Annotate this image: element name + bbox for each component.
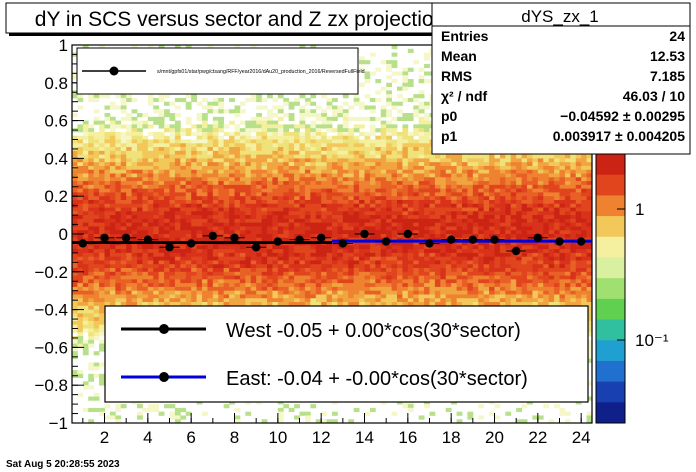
fit-legend: West -0.05 + 0.00*cos(30*sector) East: -…: [104, 305, 589, 403]
y-tick-label: 0.6: [44, 112, 68, 131]
west-legend-marker: [159, 324, 169, 334]
small-legend: s/mnt/gpfs01/star/pwg/ctsang/RFF/year201…: [76, 47, 365, 95]
colorbar-tick-label: 1: [635, 200, 644, 219]
x-tick-label: 14: [355, 428, 374, 447]
data-point: [555, 237, 564, 246]
x-tick-label: 16: [398, 428, 417, 447]
colorbar-tick-label: 10⁻¹: [635, 331, 669, 350]
y-tick-label: −0.8: [34, 376, 68, 395]
small-legend-label: s/mnt/gpfs01/star/pwg/ctsang/RFF/year201…: [157, 69, 365, 75]
title-box: dY in SCS versus sector and Z zx project…: [5, 2, 477, 36]
data-point: [381, 237, 391, 246]
data-point: [511, 246, 521, 256]
y-tick-label: −0.2: [34, 263, 68, 282]
stats-value: 12.53: [650, 48, 685, 64]
data-point: [360, 229, 369, 239]
data-point: [186, 239, 196, 248]
y-tick-label: 0.4: [44, 149, 68, 168]
stats-label: RMS: [441, 68, 472, 84]
data-point: [490, 235, 499, 244]
stats-value: −0.04592 ± 0.00295: [560, 108, 685, 124]
data-point: [295, 235, 304, 244]
data-point: [230, 233, 239, 242]
stats-label: p0: [441, 108, 458, 124]
data-point: [165, 243, 174, 252]
stats-value: 24: [669, 28, 685, 44]
data-point: [121, 233, 131, 242]
stats-label: χ² / ndf: [441, 88, 487, 104]
data-point: [143, 235, 153, 244]
stats-label: Mean: [441, 48, 477, 64]
x-tick-label: 10: [268, 428, 287, 447]
stats-box: dYS_zx_1 Entries 24 Mean 12.53 RMS 7.185 χ² / …: [431, 2, 691, 155]
data-point: [468, 235, 478, 244]
y-tick-label: 1: [59, 36, 68, 55]
data-point: [273, 237, 283, 246]
fit-lines: [72, 239, 592, 245]
y-tick-label: −1: [49, 414, 68, 433]
x-tick-label: 8: [230, 428, 239, 447]
data-point: [425, 239, 434, 248]
data-point: [576, 237, 586, 246]
x-tick-label: 18: [442, 428, 461, 447]
chart-title: dY in SCS versus sector and Z zx project…: [35, 8, 445, 31]
stats-value: 46.03 / 10: [623, 88, 685, 104]
west-fit-label: West -0.05 + 0.00*cos(30*sector): [226, 320, 521, 342]
east-fit-label: East: -0.04 + -0.00*cos(30*sector): [226, 368, 528, 390]
legend-marker: [109, 66, 119, 76]
data-points: [72, 229, 592, 256]
y-tick-label: 0: [59, 225, 68, 244]
x-tick-label: 24: [572, 428, 591, 447]
stats-value: 7.185: [650, 68, 685, 84]
x-tick-label: 4: [143, 428, 152, 447]
timestamp: Sat Aug 5 20:28:55 2023: [6, 459, 120, 470]
data-point: [446, 235, 456, 244]
data-point: [251, 243, 261, 252]
y-tick-label: −0.6: [34, 338, 68, 357]
stats-label: Entries: [441, 28, 489, 44]
data-point: [100, 233, 109, 242]
y-tick-label: 0.8: [44, 74, 68, 93]
y-tick-label: 0.2: [44, 187, 68, 206]
x-tick-label: 2: [100, 428, 109, 447]
y-tick-label: −0.4: [34, 301, 68, 320]
data-point: [338, 239, 348, 248]
y-axis: −1 −0.8 −0.6 −0.4 −0.2 0 0.2 0.4 0.6 0.8 1: [34, 36, 84, 433]
stats-title: dYS_zx_1: [521, 7, 599, 26]
east-legend-marker: [159, 372, 169, 382]
data-point: [403, 229, 413, 239]
stats-label: p1: [441, 128, 458, 144]
x-axis: 2 4 6 8 10 12 14 16 18 20 22 24: [82, 413, 591, 447]
data-point: [316, 233, 326, 242]
data-point: [78, 239, 88, 248]
data-point: [533, 233, 543, 242]
color-palette-bar: 1 10⁻¹: [595, 153, 669, 424]
data-point: [208, 231, 218, 241]
x-tick-label: 22: [528, 428, 547, 447]
x-tick-label: 20: [485, 428, 504, 447]
stats-value: 0.003917 ± 0.004205: [553, 128, 685, 144]
x-tick-label: 12: [312, 428, 331, 447]
x-tick-label: 6: [186, 428, 195, 447]
